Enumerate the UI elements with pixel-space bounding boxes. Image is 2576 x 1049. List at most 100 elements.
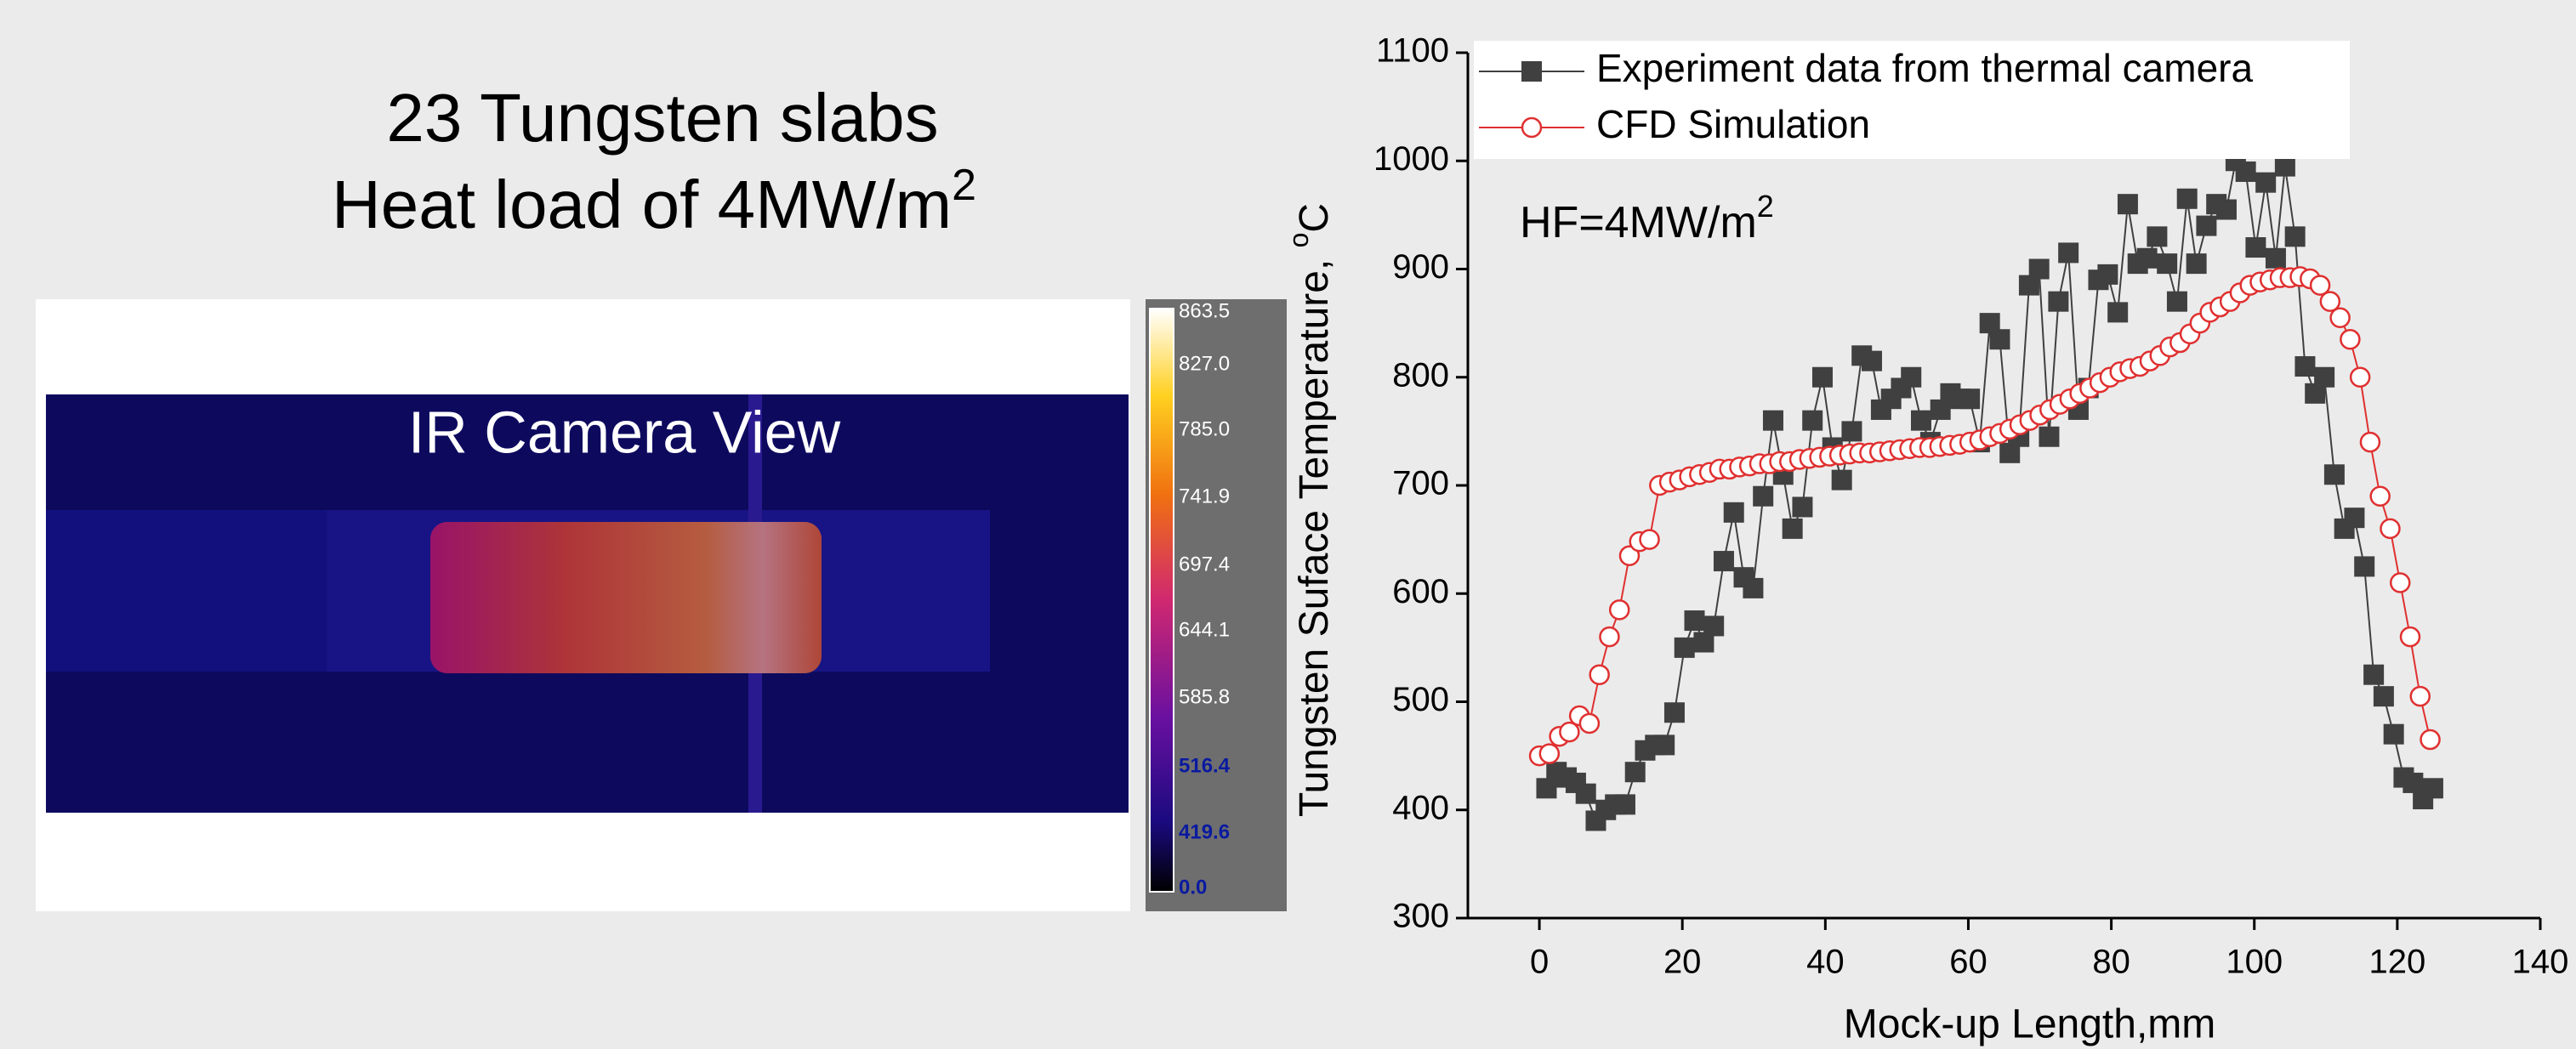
marker <box>2340 328 2361 350</box>
marker <box>1989 329 2010 350</box>
marker <box>1861 350 1882 371</box>
annotation: HF=4MW/m2 <box>1520 189 1774 247</box>
marker <box>1743 577 1764 598</box>
colorbar-label: 419.6 <box>1179 820 1230 843</box>
marker <box>2215 199 2237 220</box>
legend-label: CFD Simulation <box>1596 102 1870 146</box>
marker <box>1811 366 1833 388</box>
x-tick-label: 0 <box>1530 944 1549 981</box>
marker <box>2373 686 2394 707</box>
y-tick-label: 400 <box>1392 789 1449 826</box>
legend-box <box>1474 41 2350 159</box>
annotation-text: HF=4MW/m <box>1520 198 1757 247</box>
colorbar-label: 516.4 <box>1179 754 1231 777</box>
colorbar-label: 741.9 <box>1179 485 1230 507</box>
marker <box>1639 529 1660 550</box>
marker <box>2265 247 2286 269</box>
y-tick-label: 800 <box>1392 356 1449 394</box>
marker <box>1802 410 1823 431</box>
marker <box>2176 188 2198 209</box>
marker <box>2389 572 2411 593</box>
marker <box>1959 388 1981 410</box>
marker <box>1663 702 1685 723</box>
colorbar-label: 785.0 <box>1179 417 1230 440</box>
colorbar <box>1149 308 1174 893</box>
marker <box>1575 783 1596 804</box>
ir-region <box>46 510 327 672</box>
marker <box>2245 237 2266 258</box>
marker <box>1608 599 1630 621</box>
x-tick-label: 120 <box>2368 944 2425 981</box>
marker <box>1559 721 1580 743</box>
colorbar-label: 0.0 <box>1179 876 1207 899</box>
marker <box>2274 156 2295 177</box>
marker <box>2409 685 2431 707</box>
subtitle-sup: 2 <box>952 161 976 210</box>
y-label-sup: o <box>1283 233 1314 248</box>
colorbar-label: 827.0 <box>1179 352 1230 375</box>
marker <box>1538 743 1561 764</box>
y-tick-label: 500 <box>1392 681 1449 718</box>
x-axis-label: Mock-up Length,mm <box>1844 1002 2216 1047</box>
y-tick-label: 300 <box>1392 898 1449 935</box>
x-tick-label: 40 <box>1806 944 1845 981</box>
marker <box>1521 61 1542 82</box>
marker <box>1703 615 1725 637</box>
marker <box>1578 712 1601 734</box>
marker <box>2039 426 2060 447</box>
marker <box>2314 366 2335 388</box>
marker <box>2349 366 2371 388</box>
ir-slabs <box>430 522 822 673</box>
colorbar-label: 863.5 <box>1179 299 1230 322</box>
marker <box>2196 215 2217 236</box>
marker <box>2363 664 2385 685</box>
marker <box>2235 161 2256 182</box>
marker <box>2284 226 2306 247</box>
marker <box>2323 464 2345 485</box>
y-tick-label: 700 <box>1392 465 1449 502</box>
ir-label: IR Camera View <box>408 399 841 465</box>
x-tick-label: 140 <box>2512 944 2569 981</box>
colorbar-label: 697.4 <box>1179 553 1230 576</box>
marker <box>2186 253 2207 275</box>
marker <box>1674 637 1695 658</box>
x-tick-label: 20 <box>1663 944 1702 981</box>
marker <box>2028 258 2050 280</box>
marker <box>1599 626 1620 648</box>
marker <box>2157 253 2178 275</box>
marker <box>1654 734 1675 756</box>
y-tick-label: 1100 <box>1376 32 1449 70</box>
marker <box>1618 545 1641 566</box>
marker <box>2359 431 2381 453</box>
marker <box>2329 307 2351 329</box>
colorbar-label: 585.8 <box>1179 685 1230 708</box>
marker <box>2420 729 2441 751</box>
legend-label: Experiment data from thermal camera <box>1596 46 2253 90</box>
x-tick-label: 100 <box>2226 944 2283 981</box>
marker <box>2383 723 2404 745</box>
marker <box>1831 469 1852 490</box>
x-tick-label: 80 <box>2092 944 2130 981</box>
marker <box>2344 507 2365 529</box>
marker <box>1521 116 1543 139</box>
marker <box>1762 410 1783 431</box>
slide-subtitle: Heat load of 4MW/m2 <box>332 161 976 242</box>
marker <box>2309 275 2331 296</box>
y-label-text: Tungsten Suface Temperature, <box>1292 247 1337 817</box>
marker <box>2319 291 2341 312</box>
y-tick-label: 900 <box>1392 248 1449 286</box>
annotation-sup: 2 <box>1757 189 1774 224</box>
marker <box>1910 410 1931 431</box>
marker <box>2422 778 2443 799</box>
colorbar-label: 644.1 <box>1179 618 1230 641</box>
marker <box>1841 421 1862 442</box>
marker <box>1782 518 1803 539</box>
marker <box>2295 356 2316 377</box>
y-tick-label: 600 <box>1392 573 1449 610</box>
marker <box>2369 485 2391 507</box>
marker <box>2147 226 2168 247</box>
marker <box>1589 664 1610 685</box>
marker <box>1713 551 1734 572</box>
